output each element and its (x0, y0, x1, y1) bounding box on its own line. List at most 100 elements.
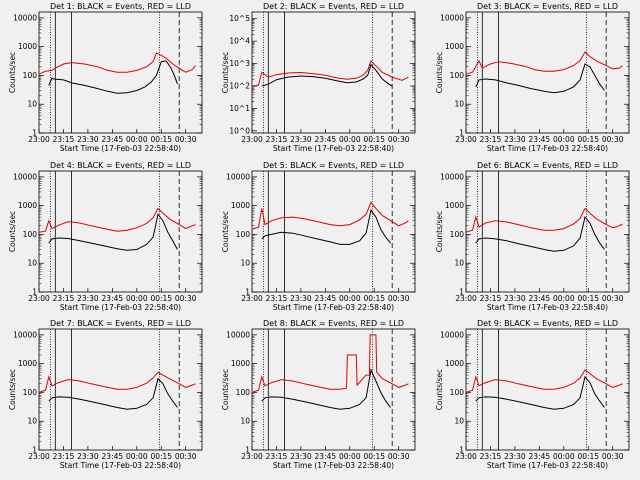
x-axis-label: Start Time (17-Feb-03 22:58:40) (273, 144, 394, 153)
x-tick-label: 00:00 (339, 294, 361, 303)
detector-panel-1: Det 1: BLACK = Events, RED = LLD 1 10 100 10… (8, 2, 203, 153)
x-tick-label: 23:30 (504, 294, 526, 303)
series-line-events (261, 368, 391, 410)
x-axis-label: Start Time (17-Feb-03 22:58:40) (487, 303, 608, 312)
x-tick-label: 23:45 (315, 294, 337, 303)
y-tick-label: 10000 (226, 172, 250, 181)
series-line-lld (38, 371, 196, 393)
x-tick-label: 23:15 (53, 452, 75, 461)
x-tick-label: 23:15 (266, 294, 288, 303)
x-tick-label: 00:00 (126, 294, 148, 303)
y-axis-label: Counts/sec (435, 369, 444, 410)
x-tick-label: 00:30 (388, 135, 410, 144)
x-axis-label: Start Time (17-Feb-03 22:58:40) (273, 461, 394, 470)
x-tick-label: 23:15 (480, 135, 502, 144)
x-tick-label: 23:00 (455, 294, 477, 303)
series-line-events (48, 213, 178, 251)
series-line-events (475, 375, 605, 410)
x-tick-label: 00:15 (363, 452, 385, 461)
y-tick-label: 1000 (18, 42, 37, 51)
series-line-events (48, 377, 178, 410)
plot-frame (251, 328, 416, 451)
x-tick-label: 23:45 (529, 294, 551, 303)
x-tick-label: 00:00 (339, 452, 361, 461)
panel-title: Det 5: BLACK = Events, RED = LLD (263, 161, 404, 170)
x-tick-label: 23:15 (266, 135, 288, 144)
x-tick-label: 00:30 (602, 452, 624, 461)
x-tick-label: 23:00 (455, 135, 477, 144)
series-line-lld (251, 201, 409, 230)
y-tick-label: 10^5 (229, 14, 250, 23)
y-tick-label: 1000 (18, 201, 37, 210)
plot-frame (465, 328, 630, 451)
y-tick-label: 10000 (440, 13, 464, 22)
x-axis-label: Start Time (17-Feb-03 22:58:40) (60, 461, 181, 470)
x-tick-label: 00:30 (388, 452, 410, 461)
series-line-lld (465, 51, 623, 75)
x-tick-label: 23:30 (77, 135, 99, 144)
x-tick-label: 23:15 (53, 294, 75, 303)
y-tick-label: 1 (245, 446, 250, 455)
x-tick-label: 23:00 (28, 135, 50, 144)
y-axis-label: Counts/sec (8, 211, 17, 252)
x-tick-label: 23:00 (241, 452, 263, 461)
y-tick-label: 10000 (13, 330, 37, 339)
y-tick-label: 1000 (231, 201, 250, 210)
panel-title: Det 1: BLACK = Events, RED = LLD (50, 2, 191, 11)
panel-title: Det 2: BLACK = Events, RED = LLD (263, 2, 404, 11)
y-tick-label: 1000 (445, 359, 464, 368)
x-tick-label: 23:00 (28, 294, 50, 303)
plot-frame (38, 328, 203, 451)
y-tick-label: 10 (27, 259, 37, 268)
series-line-lld (465, 207, 623, 233)
y-tick-label: 1 (459, 446, 464, 455)
y-tick-label: 10000 (440, 330, 464, 339)
series-line-lld (465, 369, 623, 393)
x-tick-label: 23:15 (480, 452, 502, 461)
x-tick-label: 00:30 (175, 452, 197, 461)
x-tick-label: 00:00 (553, 135, 575, 144)
x-tick-label: 00:00 (126, 452, 148, 461)
panel-title: Det 4: BLACK = Events, RED = LLD (50, 161, 191, 170)
x-tick-label: 23:45 (102, 135, 124, 144)
detector-panel-5: Det 5: BLACK = Events, RED = LLD 1 10 100 10… (221, 161, 416, 312)
y-tick-label: 10^4 (229, 37, 250, 46)
x-tick-label: 00:30 (388, 294, 410, 303)
x-tick-label: 23:45 (315, 135, 337, 144)
y-tick-label: 10000 (226, 330, 250, 339)
x-axis-label: Start Time (17-Feb-03 22:58:40) (60, 144, 181, 153)
x-tick-label: 00:00 (553, 294, 575, 303)
x-tick-label: 00:15 (363, 135, 385, 144)
y-tick-label: 10 (454, 259, 464, 268)
series-line-lld (38, 52, 196, 75)
panel-title: Det 8: BLACK = Events, RED = LLD (263, 319, 404, 328)
x-tick-label: 00:00 (126, 135, 148, 144)
x-tick-label: 00:15 (577, 135, 599, 144)
detector-panel-9: Det 9: BLACK = Events, RED = LLD 1 10 100 10… (435, 319, 630, 470)
x-tick-label: 23:30 (290, 135, 312, 144)
series-line-lld (251, 60, 409, 87)
x-axis-label: Start Time (17-Feb-03 22:58:40) (273, 303, 394, 312)
x-tick-label: 00:30 (175, 294, 197, 303)
x-axis-label: Start Time (17-Feb-03 22:58:40) (60, 303, 181, 312)
series-line-events (261, 208, 391, 245)
plot-frame (465, 170, 630, 293)
detector-panel-2: Det 2: BLACK = Events, RED = LLD 10^0 10^1… (221, 2, 416, 153)
series-line-lld (38, 207, 196, 233)
y-axis-label: Counts/sec (435, 211, 444, 252)
series-line-events (475, 216, 605, 252)
y-tick-label: 1 (245, 288, 250, 297)
y-tick-label: 1000 (18, 359, 37, 368)
x-tick-label: 23:15 (480, 294, 502, 303)
y-tick-label: 10000 (13, 13, 37, 22)
x-tick-label: 00:15 (150, 135, 172, 144)
x-axis-label: Start Time (17-Feb-03 22:58:40) (487, 461, 608, 470)
detector-panel-8: Det 8: BLACK = Events, RED = LLD 1 10 100 10… (221, 319, 416, 470)
y-axis-label: Counts/sec (435, 52, 444, 93)
series-line-events (475, 63, 605, 94)
y-tick-label: 10^3 (229, 59, 250, 68)
y-tick-label: 100 (23, 230, 38, 239)
x-tick-label: 23:45 (529, 135, 551, 144)
y-axis-label: Counts/sec (8, 369, 17, 410)
